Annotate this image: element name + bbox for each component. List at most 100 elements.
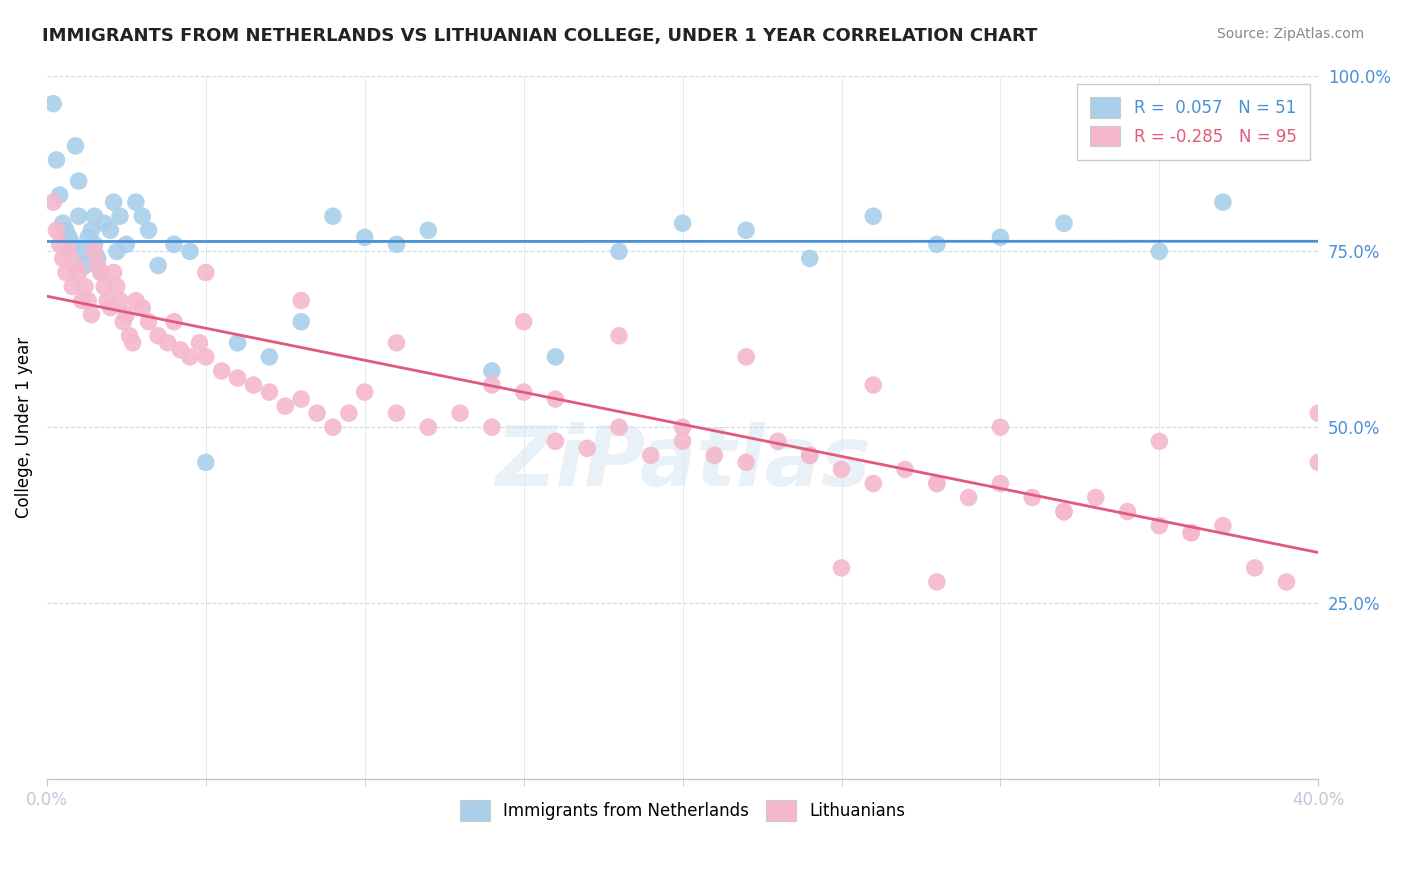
Point — [67, 209, 90, 223]
Point — [481, 378, 503, 392]
Point — [735, 223, 758, 237]
Point — [1212, 518, 1234, 533]
Point — [1308, 406, 1330, 420]
Point — [1243, 139, 1265, 153]
Text: IMMIGRANTS FROM NETHERLANDS VS LITHUANIAN COLLEGE, UNDER 1 YEAR CORRELATION CHAR: IMMIGRANTS FROM NETHERLANDS VS LITHUANIA… — [42, 27, 1038, 45]
Point — [118, 328, 141, 343]
Point — [1149, 434, 1171, 449]
Point — [58, 244, 80, 259]
Point — [512, 315, 534, 329]
Point — [607, 244, 630, 259]
Point — [512, 385, 534, 400]
Legend: Immigrants from Netherlands, Lithuanians: Immigrants from Netherlands, Lithuanians — [447, 787, 918, 834]
Point — [703, 448, 725, 462]
Point — [449, 406, 471, 420]
Point — [87, 252, 110, 266]
Point — [831, 561, 853, 575]
Point — [90, 265, 112, 279]
Point — [80, 308, 103, 322]
Point — [77, 293, 100, 308]
Point — [100, 223, 122, 237]
Point — [163, 237, 186, 252]
Point — [544, 434, 567, 449]
Point — [105, 279, 128, 293]
Point — [862, 476, 884, 491]
Point — [55, 223, 77, 237]
Point — [103, 265, 125, 279]
Point — [274, 399, 297, 413]
Point — [108, 209, 131, 223]
Point — [65, 139, 87, 153]
Point — [799, 252, 821, 266]
Point — [112, 315, 135, 329]
Point — [42, 195, 65, 210]
Point — [1149, 244, 1171, 259]
Point — [169, 343, 191, 357]
Point — [58, 230, 80, 244]
Point — [67, 265, 90, 279]
Point — [138, 223, 160, 237]
Point — [1053, 505, 1076, 519]
Point — [125, 195, 148, 210]
Point — [925, 476, 948, 491]
Point — [322, 209, 344, 223]
Point — [60, 237, 83, 252]
Point — [1180, 525, 1202, 540]
Point — [1021, 491, 1043, 505]
Point — [418, 420, 440, 434]
Point — [1149, 518, 1171, 533]
Point — [226, 335, 249, 350]
Point — [290, 392, 312, 406]
Point — [100, 301, 122, 315]
Point — [990, 230, 1012, 244]
Point — [1084, 491, 1107, 505]
Point — [862, 378, 884, 392]
Point — [115, 308, 138, 322]
Point — [735, 455, 758, 469]
Point — [671, 434, 693, 449]
Point — [108, 293, 131, 308]
Point — [607, 328, 630, 343]
Point — [990, 476, 1012, 491]
Point — [337, 406, 360, 420]
Point — [925, 476, 948, 491]
Point — [67, 174, 90, 188]
Y-axis label: College, Under 1 year: College, Under 1 year — [15, 336, 32, 517]
Point — [385, 237, 408, 252]
Point — [226, 371, 249, 385]
Point — [156, 335, 179, 350]
Point — [60, 279, 83, 293]
Point — [1308, 455, 1330, 469]
Point — [671, 216, 693, 230]
Point — [544, 350, 567, 364]
Point — [80, 223, 103, 237]
Point — [1053, 216, 1076, 230]
Point — [1116, 505, 1139, 519]
Point — [194, 350, 217, 364]
Point — [121, 335, 143, 350]
Point — [194, 455, 217, 469]
Point — [93, 216, 115, 230]
Point — [131, 209, 153, 223]
Point — [70, 244, 93, 259]
Point — [131, 301, 153, 315]
Point — [242, 378, 264, 392]
Point — [83, 209, 105, 223]
Point — [1275, 574, 1298, 589]
Point — [105, 244, 128, 259]
Point — [831, 462, 853, 476]
Point — [70, 293, 93, 308]
Point — [799, 448, 821, 462]
Point — [48, 237, 70, 252]
Point — [640, 448, 662, 462]
Point — [894, 462, 917, 476]
Point — [77, 230, 100, 244]
Point — [418, 223, 440, 237]
Point — [799, 448, 821, 462]
Point — [290, 293, 312, 308]
Point — [93, 279, 115, 293]
Point — [45, 153, 67, 167]
Point — [990, 420, 1012, 434]
Point — [957, 491, 980, 505]
Point — [307, 406, 329, 420]
